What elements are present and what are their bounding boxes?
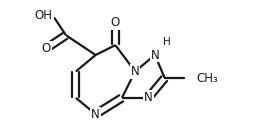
Text: N: N <box>144 91 153 104</box>
Text: H: H <box>162 37 170 47</box>
Text: O: O <box>111 16 120 29</box>
Text: O: O <box>42 42 51 55</box>
Text: N: N <box>131 65 139 78</box>
Text: N: N <box>150 49 159 62</box>
Text: CH₃: CH₃ <box>196 71 218 85</box>
Text: N: N <box>91 108 100 121</box>
Text: OH: OH <box>35 9 53 22</box>
